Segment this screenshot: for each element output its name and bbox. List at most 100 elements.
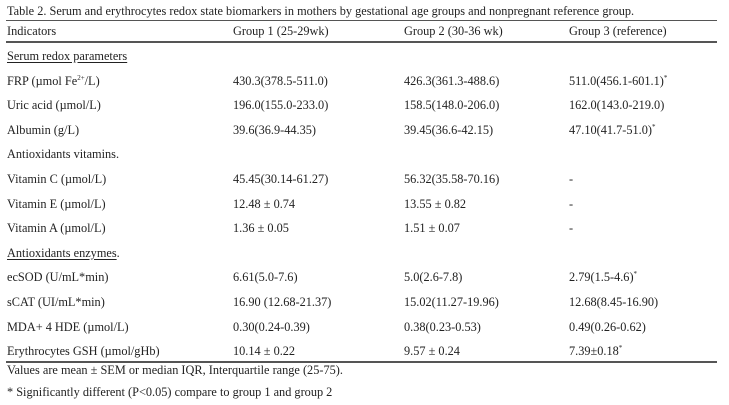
group-1-value: 39.6(36.9-44.35)	[233, 123, 316, 138]
indicator-text: Vitamin E (µmol/L)	[7, 196, 106, 211]
value-text: 1.36 ± 0.05	[233, 221, 289, 236]
group-1-value: 0.30(0.24-0.39)	[233, 320, 310, 335]
bottom-rule	[6, 361, 717, 363]
header-rule	[6, 41, 717, 43]
group-2-value: 1.51 ± 0.07	[404, 221, 460, 236]
group-1-value: 6.61(5.0-7.6)	[233, 270, 298, 285]
value-text: 426.3(361.3-488.6)	[404, 73, 500, 88]
value-text: 1.51 ± 0.07	[404, 221, 460, 236]
section-row: Antioxidants vitamins.	[0, 147, 729, 163]
group-2-value: 0.38(0.23-0.53)	[404, 320, 481, 335]
value-text: -	[569, 172, 574, 186]
indicator-text: MDA+ 4 HDE (µmol/L)	[7, 319, 129, 334]
value-text: 13.55 ± 0.82	[404, 196, 467, 211]
header-group-2: Group 2 (30-36 wk)	[404, 24, 503, 38]
indicator-label: MDA+ 4 HDE (µmol/L)	[7, 320, 129, 335]
indicator-text: Albumin (g/L)	[7, 122, 80, 137]
group-1-value: 16.90 (12.68-21.37)	[233, 295, 331, 310]
footnote-values: Values are mean ± SEM or median IQR, Int…	[7, 363, 343, 377]
indicator-text: Vitamin C (µmol/L)	[7, 172, 107, 186]
group-3-value: 47.10(41.7-51.0)*	[569, 123, 656, 138]
section-heading-text: Antioxidants enzymes	[7, 245, 117, 260]
value-text: -	[569, 196, 574, 211]
value-text: 158.5(148.0-206.0)	[404, 98, 500, 113]
header-group-3: Group 3 (reference)	[569, 24, 667, 38]
group-2-value: 39.45(36.6-42.15)	[404, 123, 493, 138]
footnote-significance: * Significantly different (P<0.05) compa…	[7, 385, 333, 399]
value-text: 56.32(35.58-70.16)	[404, 172, 500, 186]
table-row: Uric acid (µmol/L) 196.0(155.0-233.0) 158.…	[0, 98, 729, 114]
top-rule	[6, 20, 717, 21]
value-text: 7.39±0.18	[569, 344, 619, 359]
indicator-label: sCAT (UI/mL*min)	[7, 295, 105, 310]
indicator-label: Erythrocytes GSH (µmol/gHb)	[7, 344, 160, 359]
value-text: 9.57 ± 0.24	[404, 344, 460, 359]
group-1-value: 1.36 ± 0.05	[233, 221, 289, 236]
table-row: Vitamin E (µmol/L) 12.48 ± 0.74 13.55 ± 0.…	[0, 197, 729, 213]
group-1-value: 196.0(155.0-233.0)	[233, 98, 328, 113]
indicator-label: Vitamin A (µmol/L)	[7, 221, 106, 236]
value-text: 47.10(41.7-51.0)	[569, 122, 652, 137]
section-heading: Antioxidants enzymes.	[7, 246, 120, 261]
header-group-1: Group 1 (25-29wk)	[233, 24, 329, 38]
section-row: Antioxidants enzymes.	[0, 246, 729, 262]
group-2-value: 158.5(148.0-206.0)	[404, 98, 499, 113]
table-row: Erythrocytes GSH (µmol/gHb) 10.14 ± 0.22 9…	[0, 344, 729, 360]
table-row: sCAT (UI/mL*min) 16.90 (12.68-21.37) 15.02…	[0, 295, 729, 311]
group-3-value: 0.49(0.26-0.62)	[569, 320, 646, 335]
group-3-value: -	[569, 172, 573, 187]
indicator-text: Vitamin A (µmol/L)	[7, 221, 106, 236]
section-heading: Serum redox parameters	[7, 49, 127, 64]
section-heading-text: Serum redox parameters	[7, 49, 128, 63]
value-text: 196.0(155.0-233.0)	[233, 98, 329, 113]
group-2-value: 13.55 ± 0.82	[404, 197, 466, 212]
value-text: 16.90 (12.68-21.37)	[233, 295, 332, 309]
indicator-label: Albumin (g/L)	[7, 123, 79, 138]
group-3-value: 162.0(143.0-219.0)	[569, 98, 664, 113]
group-2-value: 56.32(35.58-70.16)	[404, 172, 499, 187]
value-text: 0.49(0.26-0.62)	[569, 319, 646, 334]
value-text: 45.45(30.14-61.27)	[233, 172, 329, 186]
value-text: -	[569, 221, 574, 236]
group-3-value: -	[569, 221, 573, 236]
significance-mark: *	[652, 122, 656, 131]
table-title: Table 2. Serum and erythrocytes redox st…	[7, 4, 635, 18]
value-text: 10.14 ± 0.22	[233, 344, 296, 359]
indicator-text: ecSOD (U/mL*min)	[7, 270, 109, 285]
table-row: Vitamin C (µmol/L) 45.45(30.14-61.27) 56.3…	[0, 172, 729, 188]
significance-mark: *	[618, 344, 623, 353]
significance-mark: *	[633, 270, 638, 279]
group-2-value: 5.0(2.6-7.8)	[404, 270, 462, 285]
section-heading-punct: .	[116, 245, 120, 260]
group-2-value: 15.02(11.27-19.96)	[404, 295, 499, 310]
section-heading: Antioxidants vitamins.	[7, 147, 119, 162]
value-text: 430.3(378.5-511.0)	[233, 73, 328, 88]
indicator-text-suffix: /L)	[84, 73, 100, 88]
table-row: MDA+ 4 HDE (µmol/L) 0.30(0.24-0.39) 0.38(0…	[0, 320, 729, 336]
indicator-label: Vitamin C (µmol/L)	[7, 172, 106, 187]
group-3-value: -	[569, 197, 573, 212]
value-text: 12.48 ± 0.74	[233, 196, 296, 211]
indicator-text: Erythrocytes GSH (µmol/gHb)	[7, 344, 160, 359]
table-row: ecSOD (U/mL*min) 6.61(5.0-7.6) 5.0(2.6-7.8…	[0, 270, 729, 286]
indicator-label: ecSOD (U/mL*min)	[7, 270, 108, 285]
table-row: Albumin (g/L) 39.6(36.9-44.35) 39.45(36.6-…	[0, 123, 729, 139]
value-text: 162.0(143.0-219.0)	[569, 98, 665, 113]
group-1-value: 10.14 ± 0.22	[233, 344, 295, 359]
table-row: Vitamin A (µmol/L) 1.36 ± 0.05 1.51 ± 0.07…	[0, 221, 729, 237]
value-text: 39.45(36.6-42.15)	[404, 122, 494, 137]
header-row: Indicators Group 1 (25-29wk) Group 2 (30…	[0, 24, 729, 40]
group-1-value: 430.3(378.5-511.0)	[233, 74, 328, 89]
group-2-value: 426.3(361.3-488.6)	[404, 74, 499, 89]
group-1-value: 12.48 ± 0.74	[233, 197, 295, 212]
group-3-value: 2.79(1.5-4.6)*	[569, 270, 637, 285]
indicator-superscript: 2+	[77, 73, 85, 82]
significance-mark: *	[663, 73, 668, 82]
value-text: 0.38(0.23-0.53)	[404, 319, 481, 334]
section-row: Serum redox parameters	[0, 49, 729, 65]
value-text: 12.68(8.45-16.90)	[569, 295, 659, 309]
section-heading-text: Antioxidants vitamins.	[7, 147, 120, 162]
value-text: 6.61(5.0-7.6)	[233, 270, 298, 285]
value-text: 15.02(11.27-19.96)	[404, 295, 499, 309]
indicator-label: Vitamin E (µmol/L)	[7, 197, 106, 212]
